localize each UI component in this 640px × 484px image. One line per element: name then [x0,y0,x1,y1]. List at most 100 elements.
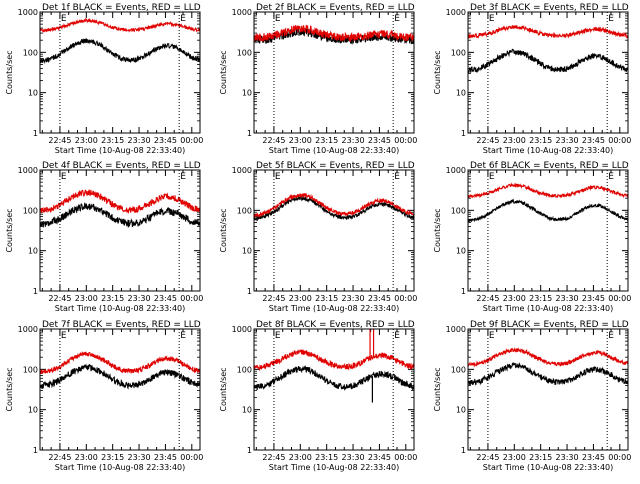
y-axis-label: Counts/sec [5,50,14,94]
series-events-line [40,202,200,228]
x-tick-label: 23:45 [582,453,605,462]
x-tick-label: 23:45 [582,294,605,303]
panel-title: Det 3f BLACK = Events, RED = LLD [470,3,629,13]
plot-area [468,347,628,386]
series-events-line [254,195,414,222]
y-tick-label: 1000 [232,8,252,17]
x-tick-label: 23:15 [101,294,124,303]
y-tick-label: 1000 [18,325,38,334]
plot-frame [39,11,201,134]
x-tick-label: 23:30 [556,136,579,145]
y-tick-label: 1 [33,287,38,296]
x-tick-label: 23:00 [289,294,312,303]
x-tick-label: 23:45 [368,294,391,303]
y-tick-label: 1000 [446,325,466,334]
y-tick-label: 100 [237,206,252,215]
event-marker-label: E [61,14,67,24]
x-tick-label: 23:15 [529,136,552,145]
event-marker-label: E [61,331,67,341]
x-tick-label: 23:30 [556,294,579,303]
y-tick-label: 10 [28,89,38,98]
y-tick-label: 10 [456,89,466,98]
event-marker-label: E [608,331,614,341]
panel-title: Det 7f BLACK = Events, RED = LLD [42,320,201,330]
x-tick-label: 23:00 [503,294,526,303]
y-axis-label: Counts/sec [433,50,442,94]
plot-frame [253,328,415,451]
x-tick-label: 23:00 [75,453,98,462]
event-marker-label: E [489,172,495,182]
event-marker-label: E [489,331,495,341]
y-tick-label: 10 [28,247,38,256]
x-tick-label: 23:00 [289,453,312,462]
x-tick-label: 00:00 [180,136,203,145]
series-events-line [40,363,200,390]
event-marker-label: E [394,331,400,341]
x-tick-label: 23:45 [154,136,177,145]
y-axis-label: Counts/sec [5,367,14,411]
panel-title: Det 9f BLACK = Events, RED = LLD [470,320,629,330]
x-tick-label: 00:00 [608,453,631,462]
y-tick-label: 1 [247,287,252,296]
x-tick-label: 00:00 [394,453,417,462]
event-marker-label: E [608,172,614,182]
x-tick-label: 22:45 [48,136,71,145]
series-lld-line [254,193,414,219]
x-tick-label: 00:00 [180,453,203,462]
panel-det-4: Det 4f BLACK = Events, RED = LLD Counts/s… [5,161,203,313]
x-axis-label: Start Time (10-Aug-08 22:33:40) [483,146,614,155]
y-tick-label: 1000 [232,325,252,334]
y-tick-label: 1000 [18,8,38,17]
x-tick-label: 23:15 [529,294,552,303]
panel-det-7: Det 7f BLACK = Events, RED = LLD Counts/s… [5,320,203,472]
x-tick-label: 23:15 [529,453,552,462]
y-tick-label: 10 [242,247,252,256]
plot-frame [39,169,201,292]
series-lld-line [468,182,628,199]
series-lld-line [254,24,414,43]
event-marker-label: E [275,172,281,182]
y-tick-label: 1 [461,129,466,138]
x-tick-label: 23:15 [101,453,124,462]
plot-area [254,193,414,222]
panel-det-5: Det 5f BLACK = Events, RED = LLD Counts/s… [219,161,417,313]
plot-area [468,24,628,74]
x-tick-label: 22:45 [48,294,71,303]
y-tick-label: 100 [451,48,466,57]
x-tick-label: 23:00 [289,136,312,145]
y-tick-label: 1 [247,129,252,138]
series-lld-line [40,189,200,215]
y-tick-label: 100 [23,206,38,215]
series-lld-line [468,347,628,368]
x-tick-label: 23:00 [503,136,526,145]
y-axis-label: Counts/sec [219,208,228,252]
panel-title: Det 2f BLACK = Events, RED = LLD [256,3,415,13]
plot-area [40,189,200,228]
x-tick-label: 23:30 [128,136,151,145]
series-events-line [468,48,628,74]
event-marker-label: E [394,14,400,24]
event-marker-label: E [180,172,186,182]
x-tick-label: 22:45 [262,136,285,145]
x-tick-label: 23:45 [368,136,391,145]
plot-area [468,182,628,223]
plot-area [40,17,200,65]
x-tick-label: 23:30 [342,294,365,303]
y-tick-label: 10 [242,406,252,415]
plot-area [40,351,200,390]
x-axis-label: Start Time (10-Aug-08 22:33:40) [55,463,186,472]
x-tick-label: 00:00 [180,294,203,303]
plot-frame [39,328,201,451]
x-tick-label: 23:15 [101,136,124,145]
plot-area [254,24,414,45]
panel-title: Det 1f BLACK = Events, RED = LLD [42,3,201,13]
y-tick-label: 100 [237,365,252,374]
y-tick-label: 100 [23,48,38,57]
series-lld-line [254,349,414,372]
x-axis-label: Start Time (10-Aug-08 22:33:40) [55,304,186,313]
event-marker-label: E [608,14,614,24]
x-tick-label: 00:00 [394,294,417,303]
y-tick-label: 10 [242,89,252,98]
series-lld-line [40,351,200,375]
series-events-line [40,37,200,65]
